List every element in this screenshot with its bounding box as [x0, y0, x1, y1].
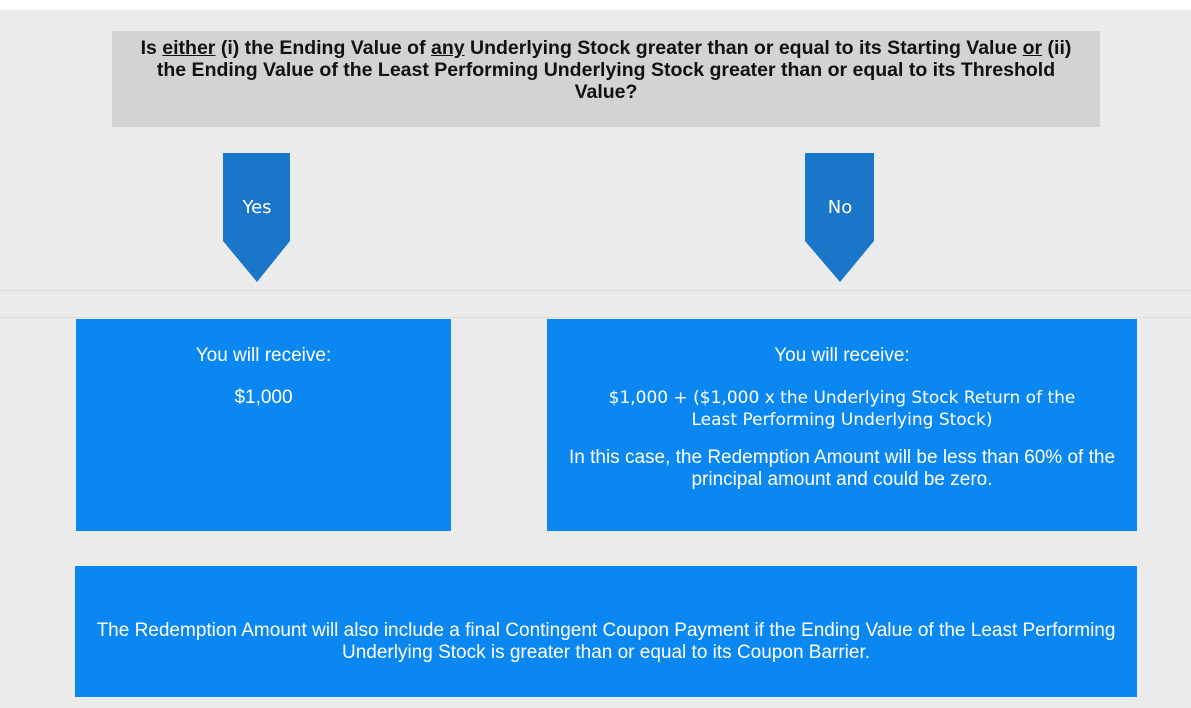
question-text: or: [1022, 37, 1043, 59]
outcome-line: $1,000 + ($1,000 x the Underlying Stock …: [608, 388, 1076, 430]
arrow-shape: [805, 153, 874, 282]
branch-label: Yes: [241, 197, 271, 218]
question-text: (i) the Ending Value of: [215, 37, 431, 59]
divider: [0, 317, 1191, 318]
question-text: (ii) the Ending Value of the Least Perfo…: [156, 37, 1072, 103]
outcome-line: In this case, the Redemption Amount will…: [568, 447, 1116, 490]
no-arrow: No: [805, 153, 874, 282]
question-text: any: [431, 37, 465, 59]
divider: [0, 290, 1191, 291]
no-outcome-box: You will receive: $1,000 + ($1,000 x the…: [547, 319, 1137, 531]
outcome-heading: You will receive:: [195, 345, 332, 366]
question-text: either: [162, 37, 216, 59]
yes-outcome-box: You will receive: $1,000: [76, 319, 451, 531]
outcome-heading: You will receive:: [774, 345, 910, 366]
outcome-line: $1,000: [234, 387, 293, 408]
question-box: Is either (i) the Ending Value of any Un…: [112, 31, 1100, 127]
footer-box: The Redemption Amount will also include …: [75, 566, 1137, 697]
yes-arrow: Yes: [223, 153, 290, 282]
question-text: Is: [140, 37, 163, 59]
footer-text: The Redemption Amount will also include …: [96, 620, 1116, 663]
question-text: Underlying Stock greater than or equal t…: [464, 37, 1023, 59]
arrow-shape: [223, 153, 290, 282]
branch-label: No: [828, 197, 852, 218]
top-strip: [0, 0, 1191, 10]
